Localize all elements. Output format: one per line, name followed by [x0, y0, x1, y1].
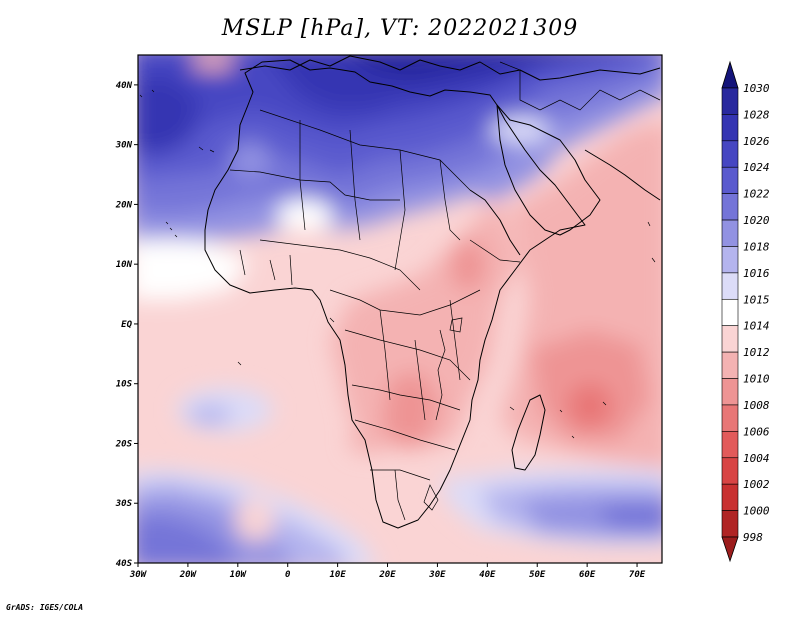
colorbar-swatch	[721, 246, 739, 274]
lat-tick-label: EQ	[121, 320, 132, 330]
colorbar-label: 1014	[743, 320, 770, 333]
persian-gulf	[584, 149, 661, 201]
colorbar-label: 1008	[743, 399, 770, 412]
lon-tick-label: 70E	[629, 570, 646, 580]
colorbar-swatch	[721, 457, 739, 485]
lon-tick-label: 0	[285, 570, 291, 580]
map-frame	[137, 54, 663, 564]
country-borders	[229, 61, 661, 521]
colorbar-label: 1026	[743, 135, 770, 148]
colorbar-label: 1010	[743, 373, 770, 386]
lon-tick-label: 20W	[179, 570, 198, 580]
lat-tick-label: 30S	[115, 499, 133, 509]
colorbar-top-arrow	[721, 60, 739, 89]
lon-tick-label: 20E	[378, 570, 396, 580]
colorbar-label: 1012	[743, 346, 770, 359]
colorbar-swatch	[721, 298, 739, 327]
lon-tick-label: 30W	[129, 570, 148, 580]
colorbar-label: 1006	[743, 425, 770, 438]
colorbar-swatch	[721, 193, 739, 221]
colorbar-label: 1018	[743, 240, 770, 253]
colorbar-label: 1015	[743, 293, 770, 306]
colorbar-swatch	[721, 378, 739, 406]
colorbar-swatch	[721, 272, 739, 300]
colorbar-swatch	[721, 325, 739, 353]
longitude-axis: 30W 20W 10W 0 10E 20E 30E 40E 50E 60E 70E	[129, 563, 646, 580]
madagascar	[511, 394, 546, 471]
lon-tick-label: 10W	[230, 570, 248, 580]
lon-tick-label: 50E	[529, 570, 546, 580]
lon-tick-label: 30E	[428, 570, 446, 580]
coastlines	[204, 55, 661, 529]
colorbar-swatch	[721, 87, 739, 115]
colorbar-swatch	[721, 166, 739, 194]
colorbar-label: 1020	[743, 214, 770, 227]
colorbar: 1030 1028 1026 1024 1022 1020 1018 1016 1015 1014…	[721, 60, 770, 563]
mediterranean-coast	[239, 55, 661, 81]
colorbar-swatch	[721, 510, 739, 538]
colorbar-swatch	[721, 404, 739, 432]
colorbar-swatch	[721, 431, 739, 459]
colorbar-swatch	[721, 483, 739, 511]
colorbar-label: 1004	[743, 452, 770, 465]
lon-tick-label: 10E	[329, 570, 346, 580]
colorbar-label: 1024	[743, 161, 770, 174]
latitude-axis: 40N 30N 20N 10N EQ 10S 20S 30S 40S	[115, 81, 138, 569]
islands	[139, 89, 656, 439]
africa-coastline	[204, 59, 586, 529]
colorbar-label: 1028	[743, 108, 770, 121]
colorbar-label: 1022	[743, 188, 770, 201]
grads-credit: GrADS: IGES/COLA	[6, 603, 84, 612]
colorbar-label: 1000	[743, 505, 770, 518]
colorbar-swatch	[721, 140, 739, 168]
map-title: MSLP [hPa], VT: 2022021309	[221, 16, 579, 41]
red-sea	[469, 189, 521, 256]
pressure-field	[138, 55, 662, 563]
lon-tick-label: 60E	[579, 570, 596, 580]
lat-tick-label: 20S	[115, 439, 133, 449]
colorbar-label: 1002	[743, 478, 770, 491]
lat-tick-label: 30N	[115, 141, 133, 151]
colorbar-swatch	[721, 351, 739, 379]
lat-tick-label: 20N	[115, 200, 133, 210]
arabian-peninsula	[496, 104, 601, 236]
colorbar-label: 998	[743, 531, 763, 544]
colorbar-label: 1016	[743, 267, 770, 280]
lat-tick-label: 10S	[116, 380, 133, 390]
colorbar-bottom-arrow	[721, 536, 739, 563]
lon-tick-label: 40E	[479, 570, 496, 580]
lat-tick-label: 40S	[116, 559, 133, 569]
lat-tick-label: 10N	[116, 260, 133, 270]
colorbar-swatch	[721, 219, 739, 247]
colorbar-label: 1030	[743, 82, 770, 95]
lat-tick-label: 40N	[116, 81, 133, 91]
colorbar-swatch	[721, 114, 739, 142]
